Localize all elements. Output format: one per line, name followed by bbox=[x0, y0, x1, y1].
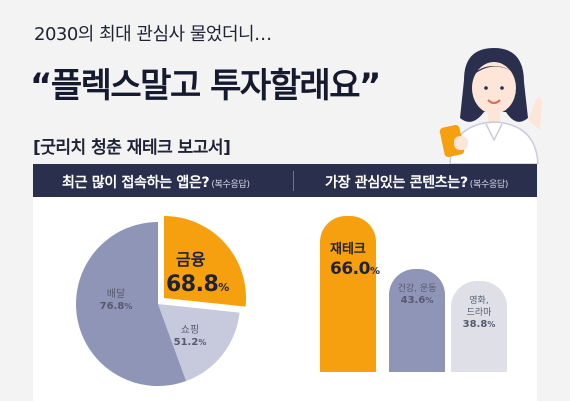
bar-movie-value-wrap: 38.8% bbox=[451, 319, 507, 330]
bar-finance-tech-unit: % bbox=[369, 266, 380, 278]
bar-finance-tech-name: 재테크 bbox=[330, 242, 366, 258]
pie-slice-delivery bbox=[76, 222, 187, 386]
right-note: (복수응답) bbox=[469, 180, 509, 190]
bar-finance-tech-value: 66.0 bbox=[330, 259, 370, 280]
banner-divider bbox=[293, 171, 294, 191]
pie-label-delivery: 배달 76.8% bbox=[91, 289, 141, 312]
bar-health-value-wrap: 43.6% bbox=[389, 295, 445, 306]
pie-delivery-value-wrap: 76.8% bbox=[91, 301, 141, 312]
bar-health bbox=[389, 269, 445, 372]
pie-finance-unit: % bbox=[218, 281, 230, 294]
raised-hand-shape bbox=[528, 97, 542, 130]
bar-movie-unit: % bbox=[487, 319, 496, 329]
right-question: 가장 관심있는 콘텐츠는? bbox=[325, 175, 468, 191]
left-question: 최근 많이 접속하는 앱은? bbox=[62, 175, 210, 191]
pie-slice-shopping bbox=[158, 304, 240, 382]
face-shape bbox=[472, 62, 516, 114]
headline: “플렉스말고 투자할래요” bbox=[30, 66, 381, 106]
bar-movie-label: 영화, 드라마 38.8% bbox=[451, 295, 507, 330]
left-section-header: 최근 많이 접속하는 앱은? (복수응답) bbox=[62, 172, 250, 192]
pie-label-finance: 금융 68.8% bbox=[150, 246, 229, 297]
pie-slice-finance bbox=[164, 216, 246, 307]
bar-movie-name-line-1: 드라마 bbox=[466, 307, 492, 318]
pie-shopping-name: 쇼핑 bbox=[180, 325, 200, 336]
bar-health-unit: % bbox=[425, 296, 434, 306]
pie-shopping-unit: % bbox=[198, 338, 207, 347]
bar-health-value: 43.6 bbox=[400, 295, 426, 307]
pie-shopping-value: 51.2 bbox=[173, 337, 199, 348]
bar-health-label: 건강, 운동 43.6% bbox=[389, 283, 445, 306]
bar-finance-tech-value-wrap: 66.0% bbox=[330, 259, 380, 280]
bar-health-name-line-0: 건강, 운동 bbox=[397, 284, 437, 295]
pie-shopping-value-wrap: 51.2% bbox=[170, 337, 210, 348]
bar-finance-tech bbox=[320, 216, 376, 372]
pie-delivery-unit: % bbox=[124, 302, 133, 311]
pie-label-shopping: 쇼핑 51.2% bbox=[170, 325, 210, 348]
pie-label-finance-name: 금융 bbox=[176, 250, 206, 269]
pie-delivery-value: 76.8 bbox=[99, 301, 125, 312]
right-section-header: 가장 관심있는 콘텐츠는? (복수응답) bbox=[325, 172, 508, 192]
pie-delivery-name: 배달 bbox=[106, 289, 126, 300]
bar-movie-value: 38.8 bbox=[462, 318, 488, 330]
pie-finance-value: 68.8 bbox=[166, 272, 219, 297]
section-header-bar bbox=[33, 164, 537, 197]
woman-with-phone-illustration bbox=[439, 48, 542, 164]
pie-label-finance-value: 68.8% bbox=[150, 272, 229, 297]
bar-finance-tech-label: 재테크 66.0% bbox=[320, 238, 380, 280]
bar-movie-name-line-0: 영화, bbox=[469, 295, 489, 306]
bar-movie bbox=[451, 280, 507, 372]
left-note: (복수응답) bbox=[211, 180, 250, 190]
eyebrow-title: 2030의 최대 관심사 물었더니… bbox=[34, 24, 272, 45]
report-tag: [굿리치 청춘 재테크 보고서] bbox=[33, 138, 231, 158]
